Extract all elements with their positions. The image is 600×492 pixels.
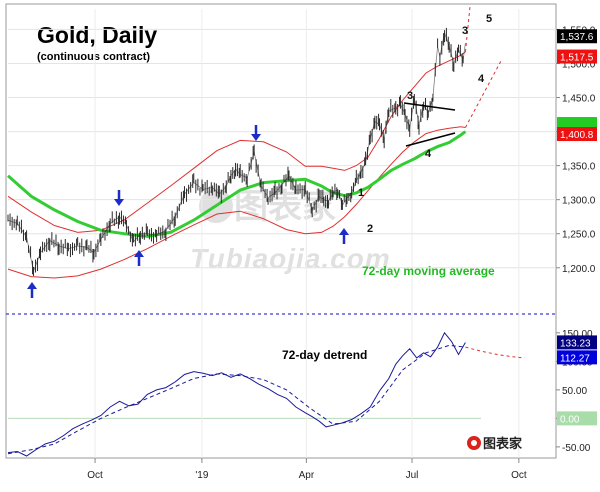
arrow-head [251, 134, 261, 141]
last-price-tag-box [557, 29, 597, 44]
triangle-upper-line [403, 102, 456, 111]
y-tick-label: 1,350.0 [562, 162, 596, 173]
y-tick-label: 1,250.0 [562, 230, 596, 241]
last-price-tag: 1,537.6 [557, 29, 597, 44]
brand-logo-icon-dot [471, 440, 477, 446]
price-line [7, 31, 466, 273]
detrend-upper-tag-text: 133.23 [560, 338, 591, 349]
grid-layer: 1,550.01,500.01,450.01,400.01,350.01,300… [8, 9, 597, 481]
brand-logo: 图表家 [467, 436, 523, 451]
x-tick-label: Jul [406, 470, 419, 481]
arrow-head [27, 282, 37, 289]
wave-label: 1 [358, 187, 364, 199]
wave-label: 5 [486, 13, 492, 25]
upper-band-line [7, 51, 466, 233]
wave-label: 4 [478, 73, 485, 85]
detrend-lower-tag-box [557, 350, 597, 365]
detrend-y-tick-label: 50.00 [562, 386, 587, 397]
triangle-lower-line [405, 132, 456, 147]
wave-label: 2 [367, 223, 373, 235]
turn-arrow-icon [339, 228, 349, 244]
wave-label: 3 [407, 90, 413, 102]
lower-band-projection [464, 59, 502, 128]
chart-subtitle: (continuous contract) [37, 51, 150, 63]
turn-arrow-icon [134, 250, 144, 266]
ma-value-tag: 1,400.8 [557, 127, 597, 142]
ma-line [7, 130, 467, 238]
y-tick-label: 1,300.0 [562, 196, 596, 207]
detrend-lower-tag: 112.27 [557, 350, 597, 365]
y-tick-label: 1,200.0 [562, 264, 596, 275]
turn-arrow-icon [114, 190, 124, 206]
detrend-lower-tag-text: 112.27 [560, 353, 590, 364]
ma-annotation: 72-day moving average [362, 264, 495, 278]
x-tick-label: Oct [87, 470, 103, 481]
arrow-head [114, 199, 124, 206]
brand-logo-text: 图表家 [483, 436, 523, 451]
upper-band-projection [464, 5, 471, 52]
price-panel: 1 2 3 4 3 4 5 [7, 5, 502, 298]
upper-band-tag-text: 1,517.5 [560, 53, 594, 64]
detrend-upper-tag: 133.23 [557, 335, 597, 350]
detrend-line [7, 331, 466, 457]
detrend-zero-tag-text: 0.00 [560, 414, 580, 425]
detrend-zero-tag: 0.00 [557, 411, 597, 426]
detrend-projection [465, 346, 525, 359]
x-tick-label: Oct [511, 470, 527, 481]
x-tick-label: Apr [299, 470, 315, 481]
watermark-url: Tubiaojia.com [190, 243, 391, 274]
y-tick-label: 1,450.0 [562, 94, 596, 105]
upper-band-tag: 1,517.5 [557, 49, 597, 64]
arrow-head [339, 228, 349, 235]
detrend-upper-tag-box [557, 335, 597, 350]
ma-value-tag-text: 1,400.8 [560, 130, 594, 141]
turn-arrow-icon [251, 125, 261, 141]
wave-label: 4 [425, 148, 432, 160]
detrend-zero-tag-box [557, 411, 597, 426]
chart-title: Gold, Daily [37, 22, 157, 48]
ma-value-tag-box [557, 127, 597, 142]
last-price-tag-text: 1,537.6 [560, 32, 594, 43]
detrend-y-tick-label: 150.00 [562, 329, 593, 340]
y-tick-label: 1,500.0 [562, 59, 596, 70]
lower-band-line [7, 126, 466, 279]
detrend-ma-line [7, 344, 466, 455]
plot-frame [5, 3, 557, 459]
arrow-head [134, 250, 144, 257]
x-tick-label: '19 [195, 470, 208, 481]
turn-arrow-icon [27, 282, 37, 298]
detrend-y-tick-label: -50.00 [562, 443, 591, 454]
wave-label: 3 [462, 25, 468, 37]
upper-band-tag-box [557, 49, 597, 64]
detrend-title: 72-day detrend [282, 348, 367, 362]
detrend-panel [7, 331, 525, 457]
